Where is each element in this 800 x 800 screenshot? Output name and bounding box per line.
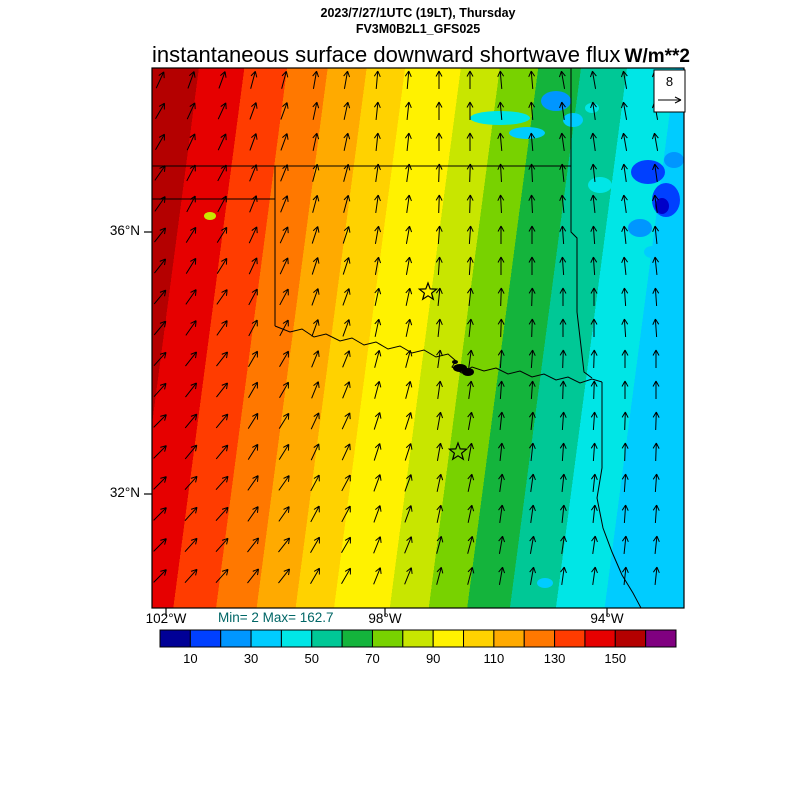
- location-stars: [417, 281, 469, 461]
- lon-tick-label: 98°W: [368, 611, 402, 626]
- colorbar-tick-label: 30: [243, 651, 259, 666]
- cloud-patches: [204, 91, 684, 588]
- colorbar-tick-label: 10: [183, 651, 198, 666]
- lat-tick-label: 32°N: [109, 485, 140, 500]
- reference-vector-box: [653, 69, 686, 113]
- colorbar-tick-label: 90: [425, 651, 441, 666]
- plot-title: instantaneous surface downward shortwave…: [152, 42, 621, 67]
- header-model: FV3M0B2L1_GFS025: [355, 22, 481, 36]
- reference-vector-arrow-icon: [658, 96, 682, 104]
- lon-tick-label: 94°W: [590, 611, 624, 626]
- lake-marker: [452, 360, 474, 376]
- colorbar-tick-label: 150: [604, 651, 627, 666]
- map-layers: [152, 68, 684, 608]
- colorbar: [159, 629, 677, 648]
- colorbar-tick-label: 130: [543, 651, 566, 666]
- wind-arrows: [153, 70, 660, 586]
- location-star: [447, 441, 469, 461]
- minmax-label: Min= 2 Max= 162.7: [218, 610, 334, 625]
- colorbar-tick-label: 110: [483, 651, 505, 666]
- header-datetime: 2023/7/27/1UTC (19LT), Thursday: [320, 6, 516, 20]
- location-star: [417, 281, 439, 301]
- colorbar-tick-label: 70: [365, 651, 380, 666]
- lon-tick-label: 102°W: [145, 611, 187, 626]
- map-frame: [151, 67, 685, 609]
- colorbar-tick-label: 50: [304, 651, 319, 666]
- units-label: W/m**2: [624, 46, 690, 67]
- flux-field: [152, 68, 684, 608]
- reference-vector-value: 8: [665, 74, 674, 89]
- lat-tick-label: 36°N: [109, 223, 140, 238]
